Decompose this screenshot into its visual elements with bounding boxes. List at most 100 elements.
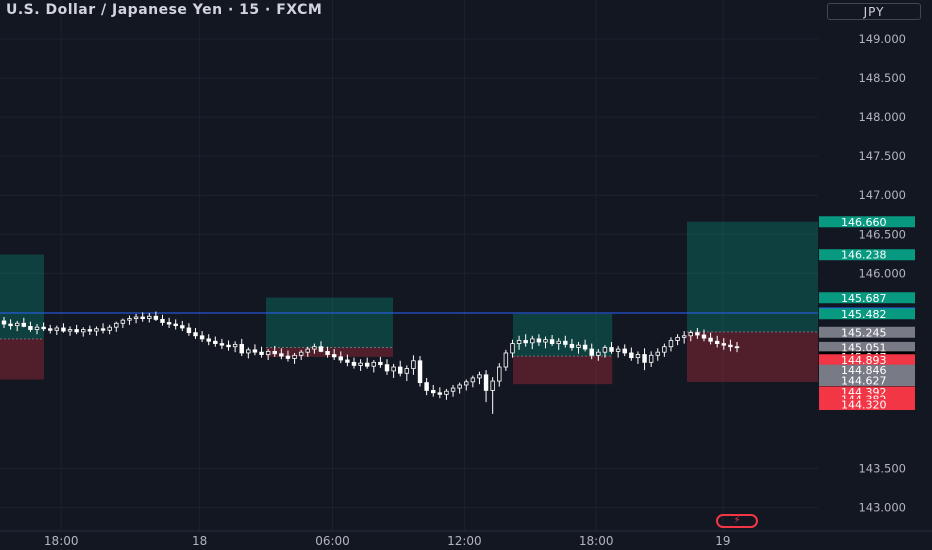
lightning-icon[interactable]: ⚡ — [716, 514, 758, 528]
candle — [127, 315, 132, 325]
price-tick-label: 148.000 — [858, 110, 906, 124]
candle-body — [642, 354, 647, 363]
candle-body — [602, 347, 608, 353]
candle — [81, 327, 86, 337]
candle-body — [490, 380, 495, 391]
price-tag-bg — [819, 308, 915, 320]
candle — [681, 331, 687, 344]
candle-body — [331, 354, 337, 358]
candle — [259, 346, 264, 358]
symbol-title[interactable]: U.S. Dollar / Japanese Yen · 15 · FXCM — [6, 2, 323, 18]
candle — [668, 337, 674, 352]
price-tag: 146.660 — [819, 216, 915, 229]
price-tag: 144.846 — [819, 364, 915, 377]
candle — [305, 346, 310, 357]
candle-body — [450, 387, 456, 392]
price-tags: 146.660146.238145.687145.492145.482145.2… — [819, 216, 915, 411]
price-axis-bg — [818, 0, 932, 550]
candle — [437, 387, 443, 399]
candle-body — [371, 361, 377, 367]
candle — [120, 318, 126, 328]
time-tick-label: 06:00 — [315, 534, 350, 548]
candle-body — [596, 351, 601, 356]
candle — [582, 339, 588, 352]
price-axis[interactable]: 149.000 148.500 148.000 147.500 147.000 146.5… — [818, 0, 932, 550]
candle — [279, 348, 284, 360]
candle — [589, 343, 594, 360]
candle — [21, 317, 27, 328]
position-zones[interactable] — [0, 221, 820, 385]
profit-zone-2[interactable] — [512, 313, 613, 357]
candle-body — [1, 320, 7, 325]
candle-body — [67, 329, 73, 332]
candle-body — [48, 328, 53, 331]
candle-body — [457, 384, 462, 389]
candle — [675, 334, 680, 346]
price-tick-label: 146.500 — [858, 227, 906, 241]
candle-body — [556, 340, 561, 344]
candle-body — [193, 332, 198, 337]
candle — [28, 321, 33, 332]
candle — [226, 340, 231, 351]
candle-body — [536, 338, 542, 343]
candle — [331, 349, 337, 360]
profit-zone-1[interactable] — [265, 297, 394, 348]
price-tag-bg — [819, 216, 915, 228]
candle — [556, 338, 561, 350]
candle — [417, 356, 423, 387]
candle — [345, 354, 350, 367]
candle — [160, 314, 165, 326]
price-tag: 144.627 — [819, 375, 915, 388]
candle-body — [431, 390, 436, 394]
candle-body — [708, 337, 713, 342]
candle — [312, 343, 317, 354]
candle-body — [543, 339, 548, 343]
candle — [292, 352, 297, 364]
candle-body — [305, 348, 310, 353]
price-tag: 144.893 — [819, 354, 915, 367]
candle — [351, 357, 357, 369]
candle — [444, 388, 449, 400]
candle — [219, 338, 225, 350]
candle-body — [391, 366, 396, 372]
candle-body — [140, 316, 145, 320]
candle — [206, 334, 211, 346]
candle-body — [41, 326, 46, 330]
candle-body — [688, 332, 693, 337]
candle-body — [199, 335, 205, 340]
candle — [94, 326, 99, 336]
candle — [48, 324, 53, 334]
price-tick-label: 147.500 — [858, 149, 906, 163]
candle-body — [721, 343, 727, 346]
profit-zone-3[interactable] — [686, 221, 820, 332]
candle — [107, 324, 112, 335]
candle — [239, 338, 244, 357]
loss-zone-3[interactable] — [686, 331, 820, 382]
candle-body — [662, 346, 667, 353]
candle — [655, 348, 660, 361]
candle-body — [54, 327, 60, 331]
candle-body — [668, 340, 674, 348]
price-tag: 146.238 — [819, 249, 915, 262]
time-axis[interactable]: 18:00 18 06:00 12:00 18:00 19 — [0, 530, 932, 548]
candle-body — [312, 346, 317, 350]
price-tag-label: 145.245 — [841, 326, 887, 339]
candle-body — [298, 351, 304, 356]
candle-body — [384, 364, 390, 372]
candle — [708, 332, 713, 345]
price-tag: 145.687 — [819, 292, 915, 305]
candle — [477, 371, 482, 385]
price-tag: 145.245 — [819, 326, 915, 339]
candle-body — [219, 343, 225, 346]
candle — [140, 312, 145, 322]
candle-body — [345, 359, 350, 363]
loss-zone-0[interactable] — [0, 338, 44, 380]
candle — [272, 345, 277, 357]
loss-zone-2[interactable] — [512, 356, 613, 385]
candle-body — [8, 323, 13, 327]
candle — [14, 320, 20, 332]
candle — [34, 324, 40, 335]
currency-button[interactable]: JPY — [827, 3, 921, 20]
candle — [186, 323, 192, 336]
